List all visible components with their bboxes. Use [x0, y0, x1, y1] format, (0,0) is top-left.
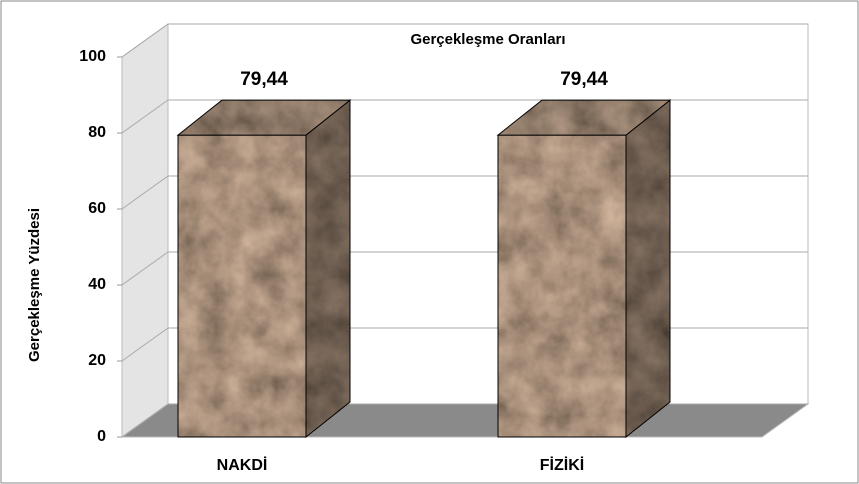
grid-line — [121, 99, 169, 134]
data-label: 79,44 — [560, 69, 608, 90]
y-tick-label: 80 — [88, 124, 106, 141]
bar-side-outline — [625, 99, 671, 439]
bar — [496, 99, 672, 439]
bar-top-outline — [496, 99, 672, 136]
x-tick-label: FİZİKİ — [540, 456, 584, 474]
bar-front-outline — [497, 134, 627, 438]
grid-line — [121, 175, 169, 210]
bar-front — [498, 135, 626, 438]
y-axis-label: Gerçekleşme Yüzdesi — [26, 208, 43, 362]
x-tick-label: NAKDİ — [217, 456, 268, 474]
bar-front — [178, 135, 306, 438]
y-tick-label: 0 — [97, 428, 106, 445]
bar-top-outline — [176, 99, 352, 136]
side-wall — [121, 23, 169, 438]
grid-line — [121, 403, 169, 438]
y-tick-label: 40 — [88, 276, 106, 293]
bar-side — [626, 100, 670, 438]
bar — [176, 99, 352, 439]
y-tick-label: 60 — [88, 200, 106, 217]
bar-front-outline — [177, 134, 307, 438]
chart-title: Gerçekleşme Oranları — [410, 31, 565, 48]
grid-line — [121, 251, 169, 286]
data-label: 79,44 — [240, 69, 288, 90]
y-tick-label: 20 — [88, 352, 106, 369]
bar-top — [498, 100, 670, 136]
bar-top — [178, 100, 350, 136]
grid-line — [121, 23, 169, 58]
y-tick-label: 100 — [79, 48, 106, 65]
grid-line — [121, 327, 169, 362]
bar-side-outline — [305, 99, 351, 439]
bar-side — [306, 100, 350, 438]
